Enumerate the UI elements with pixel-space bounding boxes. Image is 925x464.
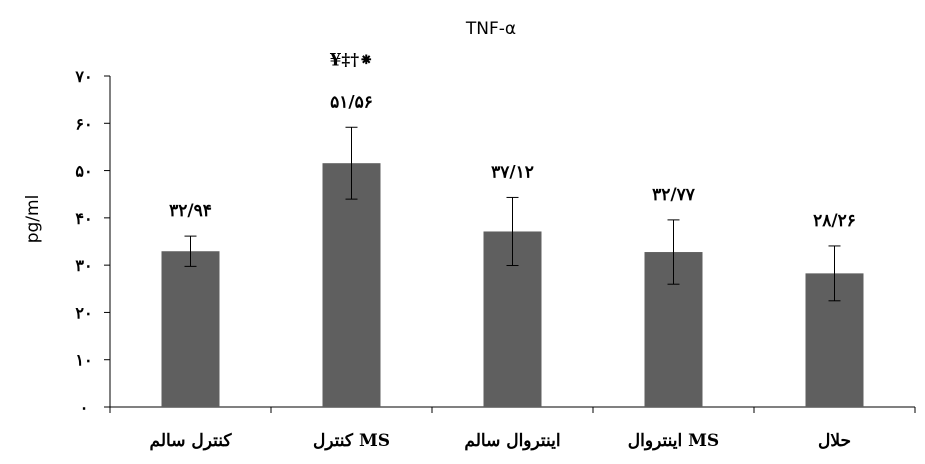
data-label: ۳۷/۱۲ — [491, 162, 534, 182]
x-category-label: حلال — [818, 431, 851, 451]
y-tick-label: ۱۰ — [75, 351, 92, 370]
y-tick-label: ۰ — [80, 398, 89, 417]
x-category-label: کنترل MS — [313, 431, 390, 451]
error-bars-group — [184, 126, 841, 302]
data-labels-group: ۳۲/۹۴ ۵۱/۵۶ ۳۷/۱۲ ۳۲/۷۷ ۲۸/۲۶ — [169, 92, 856, 231]
y-tick-label: ۶۰ — [75, 114, 92, 133]
y-axis-ticks: ۰ ۱۰ ۲۰ ۳۰ ۴۰ ۵۰ ۶۰ ۷۰ — [74, 67, 110, 417]
data-label: ۳۲/۷۷ — [652, 185, 696, 205]
y-tick-label: ۳۰ — [75, 256, 92, 275]
data-label: ۵۱/۵۶ — [330, 92, 373, 112]
x-category-label: اینتروال MS — [628, 431, 719, 451]
x-category-label: کنترل سالم — [150, 431, 233, 451]
bar — [161, 251, 220, 407]
data-label: ۲۸/۲۶ — [813, 211, 856, 231]
y-tick-label: ۷۰ — [74, 67, 92, 86]
x-category-label: اینتروال سالم — [464, 431, 560, 451]
chart-title: TNF-α — [465, 19, 516, 39]
x-axis-categories: کنترل سالم کنترل MS اینتروال سالم اینتروال … — [109, 407, 916, 451]
significance-label: ¥‡†⁕ — [330, 50, 374, 70]
significance-labels-group: ¥‡†⁕ — [330, 50, 374, 70]
y-tick-label: ۲۰ — [75, 303, 92, 322]
data-label: ۳۲/۹۴ — [169, 201, 212, 221]
y-tick-label: ۴۰ — [75, 209, 92, 228]
bar — [322, 163, 381, 407]
y-axis-label: pg/ml — [23, 195, 43, 244]
y-tick-label: ۵۰ — [75, 162, 92, 181]
